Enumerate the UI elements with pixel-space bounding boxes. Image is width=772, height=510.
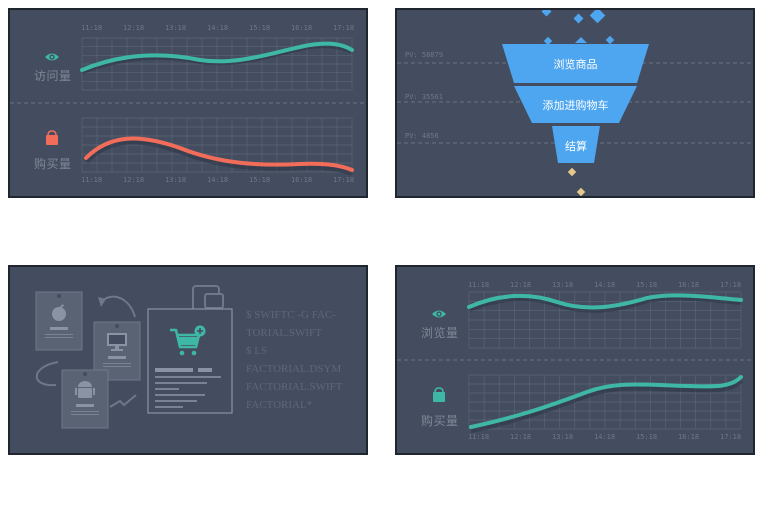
code-line: $ LS (246, 345, 268, 357)
funnel-stage-label: 浏览商品 (553, 59, 598, 71)
time-tick: 12:18 (123, 176, 145, 184)
code-line: FACTORIAL.DSYM (246, 363, 342, 375)
apple-card (35, 291, 83, 351)
funnel-stage-browse (502, 44, 649, 83)
visits-label: 访问量 (34, 69, 72, 83)
views-label: 浏览量 (421, 326, 459, 340)
traffic-panel-b: 浏览量 购买量 11:18 12:18 13:18 14:18 15:18 16:18 17… (395, 265, 755, 455)
android-card (61, 369, 109, 429)
time-tick: 13:18 (552, 433, 574, 441)
pv-label: PV: 4856 (405, 132, 439, 140)
funnel-chart (397, 10, 753, 196)
funnel-stage-checkout (552, 126, 600, 163)
funnel-stage-label: 结算 (565, 141, 587, 153)
code-line: $ SWIFTC -G FAC- (246, 309, 336, 321)
diamond-decoration (576, 187, 586, 196)
purchase-curve-shadow (470, 377, 744, 433)
time-tick: 11:18 (468, 433, 490, 441)
diamond-decoration (575, 37, 587, 43)
visits-curve (80, 41, 354, 72)
time-tick: 17:18 (720, 433, 742, 441)
time-tick: 12:18 (510, 433, 532, 441)
code-line: FACTORIAL* (246, 399, 313, 411)
time-tick: 16:18 (291, 24, 313, 32)
arrow-icon (35, 361, 59, 387)
time-tick: 12:18 (123, 24, 145, 32)
eye-icon (432, 310, 446, 318)
funnel-panel: PV: 58879 PV: 35561 PV: 4856 浏览商品 添加进购物车… (395, 8, 755, 198)
traffic-panel-a: 访问量 购买量 11:18 12:18 13:18 14:18 15:18 16:18 17… (8, 8, 368, 198)
views-curve (467, 293, 743, 310)
arrow-icon (101, 295, 136, 318)
time-tick: 14:18 (594, 433, 616, 441)
monitor-icon (107, 333, 127, 351)
code-line: TORIAL.SWIFT (246, 327, 322, 339)
pv-label: PV: 58879 (405, 51, 443, 59)
arrow-icon (98, 297, 106, 307)
traffic-chart-a (10, 37, 366, 176)
purchase-curve (469, 375, 743, 429)
time-tick: 16:18 (678, 433, 700, 441)
time-tick: 15:18 (249, 24, 271, 32)
purchase-label: 购买量 (421, 414, 459, 428)
time-tick: 15:18 (249, 176, 271, 184)
platform-illustration (35, 285, 233, 429)
funnel-stage-label: 添加进购物车 (542, 100, 609, 112)
time-tick: 17:18 (333, 176, 355, 184)
time-tick: 14:18 (207, 24, 229, 32)
purchase-label: 购买量 (34, 157, 72, 171)
time-tick: 17:18 (720, 281, 742, 289)
time-tick: 11:18 (468, 281, 490, 289)
diamond-decoration (589, 10, 606, 24)
eye-icon (45, 53, 59, 61)
time-tick: 15:18 (636, 433, 658, 441)
time-tick: 13:18 (165, 24, 187, 32)
time-tick: 14:18 (207, 176, 229, 184)
funnel-stage-cart (514, 86, 637, 123)
traffic-chart-b (397, 291, 753, 433)
purchase-curve (84, 136, 354, 172)
grid-top (81, 37, 353, 91)
code-line: FACTORIAL.SWIFT (246, 381, 343, 393)
monitor-card (93, 321, 141, 381)
time-tick: 11:18 (81, 24, 103, 32)
arrow-icon (109, 394, 137, 408)
pv-label: PV: 35561 (405, 93, 443, 101)
illustration-panel: $ SWIFTC -G FAC- TORIAL.SWIFT $ LS FACTORIA… (8, 265, 368, 455)
cart-plus-icon (170, 325, 206, 356)
shopping-bag-icon (46, 130, 58, 145)
time-tick: 12:18 (510, 281, 532, 289)
time-tick: 11:18 (81, 176, 103, 184)
time-tick: 13:18 (552, 281, 574, 289)
diamond-decoration (573, 13, 584, 24)
time-tick: 14:18 (594, 281, 616, 289)
diamond-decoration (567, 167, 577, 177)
apple-icon (52, 304, 66, 321)
diamond-decoration (541, 10, 552, 17)
purchase-curve-shadow (83, 138, 354, 176)
time-tick: 15:18 (636, 281, 658, 289)
time-tick: 17:18 (333, 24, 355, 32)
time-tick: 16:18 (678, 281, 700, 289)
time-tick: 16:18 (291, 176, 313, 184)
document-card (147, 308, 233, 414)
android-icon (75, 381, 95, 398)
time-tick: 13:18 (165, 176, 187, 184)
diamond-decoration (605, 35, 615, 45)
shopping-bag-icon (433, 387, 445, 402)
diamond-decoration (543, 36, 553, 46)
